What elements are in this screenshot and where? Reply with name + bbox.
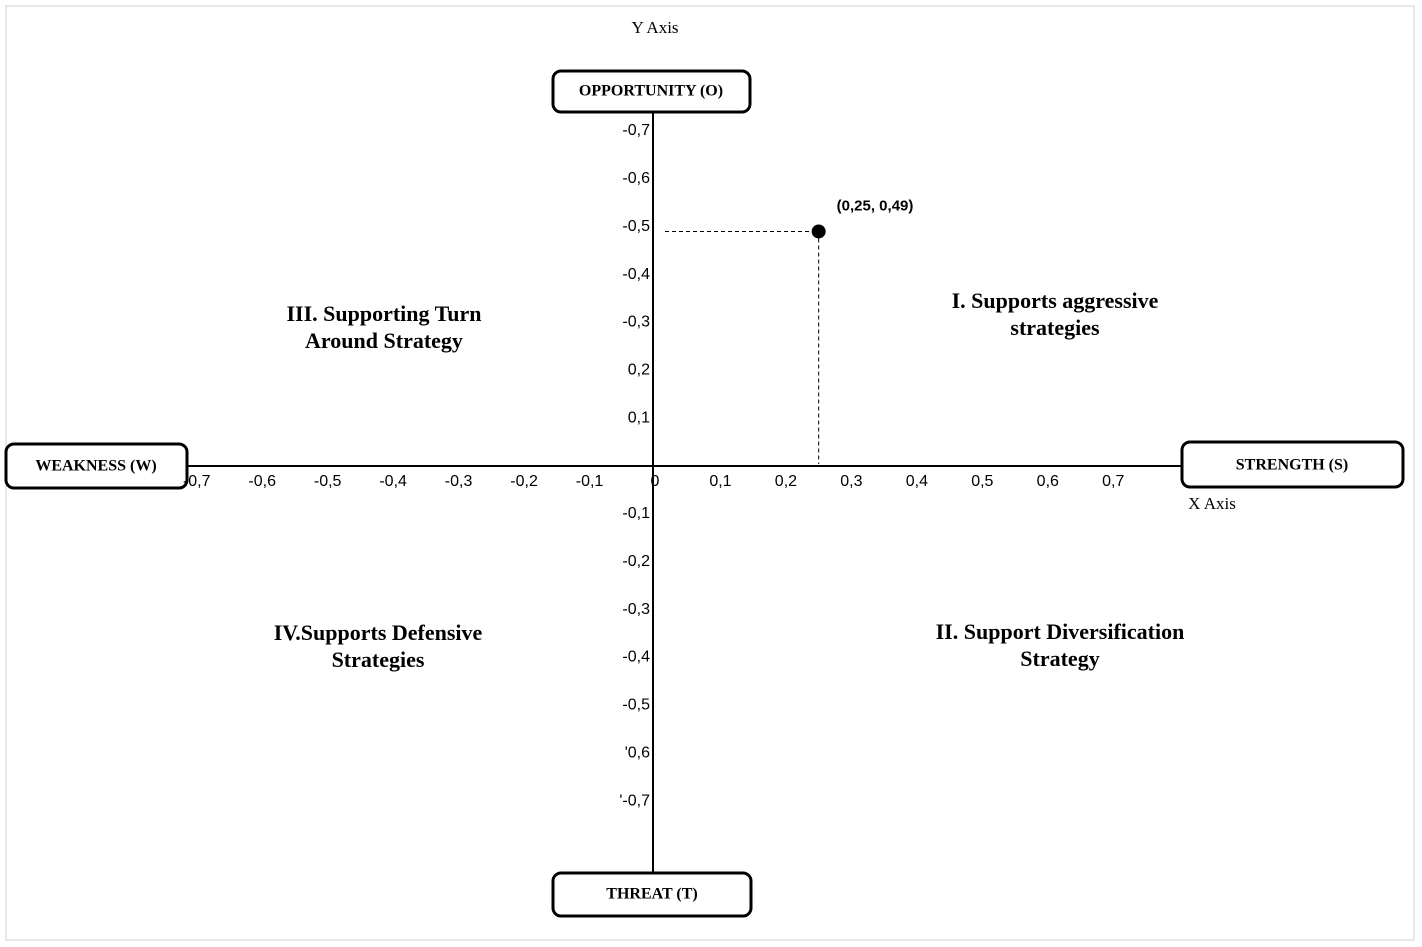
quadrant-label: IV.Supports Defensive bbox=[274, 620, 483, 645]
x-tick-label: 0,7 bbox=[1102, 473, 1124, 490]
y-tick-label: -0,3 bbox=[622, 601, 650, 618]
quadrant-label: Strategies bbox=[332, 647, 425, 672]
x-tick-label: -0,2 bbox=[510, 473, 538, 490]
y-tick-label: 0,2 bbox=[628, 361, 650, 378]
axis-box bbox=[551, 871, 753, 918]
x-tick-label: 0,1 bbox=[709, 473, 731, 490]
x-tick-label: 0,3 bbox=[840, 473, 862, 490]
quadrant-label: III. Supporting Turn bbox=[286, 301, 481, 326]
axis-box bbox=[551, 69, 752, 114]
x-tick-label: -0,6 bbox=[248, 473, 276, 490]
axis-box-label: THREAT (T) bbox=[606, 886, 697, 903]
y-tick-label: '0,6 bbox=[625, 744, 650, 761]
quadrant-label: Strategy bbox=[1020, 646, 1099, 671]
x-tick-label: -0,4 bbox=[379, 473, 407, 490]
y-tick-label: -0,2 bbox=[622, 553, 650, 570]
y-tick-label: -0,5 bbox=[622, 697, 650, 714]
x-tick-label: -0,3 bbox=[445, 473, 473, 490]
quadrant-label: II. Support Diversification bbox=[936, 619, 1185, 644]
y-tick-label: -0,1 bbox=[622, 505, 650, 522]
y-tick-label: -0,4 bbox=[622, 266, 650, 283]
y-tick-label: '-0,7 bbox=[619, 792, 650, 809]
axis-box bbox=[4, 442, 189, 490]
x-tick-label: 0,4 bbox=[906, 473, 928, 490]
x-tick-label: 0,5 bbox=[971, 473, 993, 490]
quadrant-label: I. Supports aggressive bbox=[952, 288, 1159, 313]
axis-box-label: STRENGTH (S) bbox=[1236, 457, 1348, 474]
y-tick-label: -0,7 bbox=[622, 122, 650, 139]
y-tick-label: 0,1 bbox=[628, 409, 650, 426]
x-tick-label: -0,5 bbox=[314, 473, 342, 490]
quadrant-label: strategies bbox=[1010, 315, 1100, 340]
y-tick-label: -0,3 bbox=[622, 314, 650, 331]
y-tick-label: -0,4 bbox=[622, 649, 650, 666]
point-label: (0,25, 0,49) bbox=[837, 197, 914, 214]
y-axis-title: Y Axis bbox=[631, 18, 678, 37]
x-tick-label: 0,2 bbox=[775, 473, 797, 490]
x-tick-label: 0,6 bbox=[1037, 473, 1059, 490]
x-tick-label: -0,1 bbox=[576, 473, 604, 490]
y-tick-label: -0,5 bbox=[622, 218, 650, 235]
axis-box bbox=[1180, 440, 1405, 489]
axis-box-label: OPPORTUNITY (O) bbox=[579, 83, 723, 100]
quadrant-label: Around Strategy bbox=[305, 328, 463, 353]
frame bbox=[5, 5, 1415, 941]
x-tick-label: 0 bbox=[651, 473, 660, 490]
axis-box-label: WEAKNESS (W) bbox=[35, 458, 156, 475]
x-tick-label: -0,7 bbox=[183, 473, 211, 490]
point bbox=[811, 224, 826, 239]
x-axis-title: X Axis bbox=[1188, 494, 1236, 513]
y-tick-label: -0,6 bbox=[622, 170, 650, 187]
